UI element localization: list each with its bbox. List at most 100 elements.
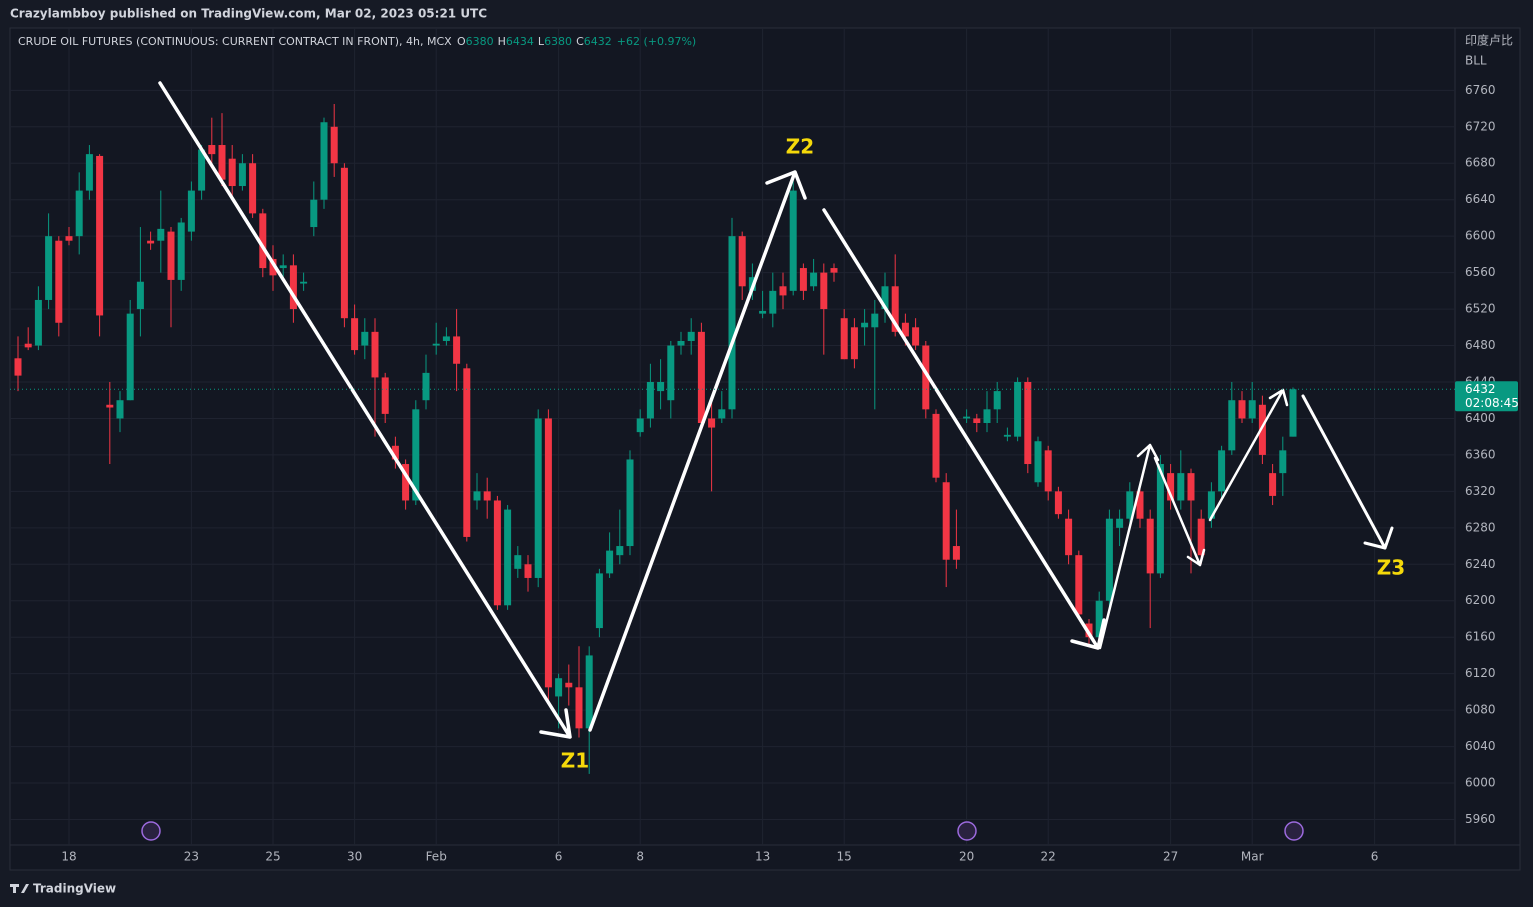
candle-body <box>667 345 675 401</box>
candle-body <box>381 377 389 414</box>
legend-value: 6380 <box>466 35 494 48</box>
candle-body <box>1105 518 1113 601</box>
candle-body <box>1116 518 1124 528</box>
event-icon[interactable] <box>141 821 161 841</box>
candle-body <box>85 154 93 191</box>
candle-body <box>810 272 818 287</box>
y-tick-label: 6080 <box>1465 703 1496 717</box>
candle-body <box>269 258 277 276</box>
candle-body <box>187 190 195 232</box>
candle-body <box>973 418 981 424</box>
candle-body <box>167 231 175 280</box>
symbol-title: CRUDE OIL FUTURES (CONTINUOUS: CURRENT C… <box>18 35 452 48</box>
candle-body <box>769 290 777 314</box>
x-tick-label: 13 <box>755 850 770 864</box>
event-icon[interactable] <box>957 821 977 841</box>
candle-body <box>402 464 410 501</box>
candle-body <box>453 336 461 364</box>
y-tick-label: 6120 <box>1465 666 1496 680</box>
candle-body <box>708 418 716 428</box>
wave-label: Z2 <box>786 135 814 159</box>
candle-body <box>96 155 104 316</box>
candle-body <box>1279 450 1287 474</box>
candle-body <box>1258 404 1266 455</box>
candle-body <box>136 281 144 310</box>
candle-body <box>718 409 726 419</box>
candle-body <box>1177 473 1185 501</box>
y-tick-label: 6040 <box>1465 739 1496 753</box>
y-tick-label: 6760 <box>1465 83 1496 97</box>
wave-label: Z1 <box>561 749 589 773</box>
legend-value: 6434 <box>506 35 534 48</box>
currency: 印度卢比 <box>1465 33 1513 48</box>
candle-body <box>45 236 53 300</box>
y-tick-label: 6520 <box>1465 302 1496 316</box>
candle-body <box>391 445 399 460</box>
candle-body <box>483 491 491 501</box>
candle-body <box>422 372 430 401</box>
candle-body <box>575 687 583 729</box>
candle-body <box>289 265 297 310</box>
candle-body <box>738 236 746 287</box>
candle-body <box>1095 600 1103 638</box>
candle-body <box>524 564 532 578</box>
candle-body <box>595 573 603 629</box>
candle-body <box>912 327 920 346</box>
arrow <box>1098 443 1160 650</box>
x-tick-label: Mar <box>1241 850 1264 864</box>
x-tick-label: 25 <box>265 850 280 864</box>
x-tick-label: 30 <box>347 850 362 864</box>
candle-body <box>1187 473 1195 501</box>
x-tick-label: 27 <box>1163 850 1178 864</box>
y-tick-label: 6360 <box>1465 447 1496 461</box>
candle-body <box>759 310 767 314</box>
candle-body <box>75 190 83 237</box>
candle-body <box>646 381 654 419</box>
candle-body <box>606 550 614 574</box>
x-tick-label: 15 <box>837 850 852 864</box>
candle-body <box>861 322 869 328</box>
candle-body <box>585 655 593 729</box>
candle-body <box>463 368 471 537</box>
x-tick-label: 22 <box>1041 850 1056 864</box>
y-tick-label: 6720 <box>1465 119 1496 133</box>
price-tag-countdown: 02:08:45 <box>1465 396 1519 410</box>
candle-body <box>544 418 552 688</box>
candle-body <box>442 336 450 341</box>
candle-body <box>259 213 267 269</box>
candle-body <box>300 281 308 284</box>
candle-body <box>1167 473 1175 501</box>
candle-body <box>922 345 930 410</box>
legend-value: 6432 <box>584 35 612 48</box>
candle-body <box>799 268 807 291</box>
candle-body <box>14 358 22 376</box>
arrows <box>158 81 1394 739</box>
candle-body <box>626 459 634 547</box>
event-icon[interactable] <box>1284 821 1304 841</box>
candles <box>14 104 1297 774</box>
candle-body <box>249 163 257 214</box>
candle-body <box>412 409 420 501</box>
candle-body <box>320 122 328 200</box>
candle-body <box>1269 473 1277 496</box>
candle-body <box>677 340 685 346</box>
x-tick-label: 18 <box>61 850 76 864</box>
candle-body <box>840 318 848 360</box>
y-tick-label: 6320 <box>1465 484 1496 498</box>
candle-body <box>983 409 991 424</box>
arrow <box>158 81 572 739</box>
candle-body <box>208 145 216 155</box>
candle-body <box>1034 441 1042 483</box>
candle-body <box>157 228 165 241</box>
candle-body <box>218 145 226 180</box>
candle-body <box>1024 381 1032 465</box>
candle-body <box>55 240 63 323</box>
candle-body <box>963 416 971 419</box>
candle-body <box>820 272 828 310</box>
candle-body <box>1065 518 1073 556</box>
y-tick-label: 6000 <box>1465 776 1496 790</box>
candle-body <box>830 268 838 273</box>
arrow <box>1301 394 1394 550</box>
candle-body <box>1003 434 1011 437</box>
